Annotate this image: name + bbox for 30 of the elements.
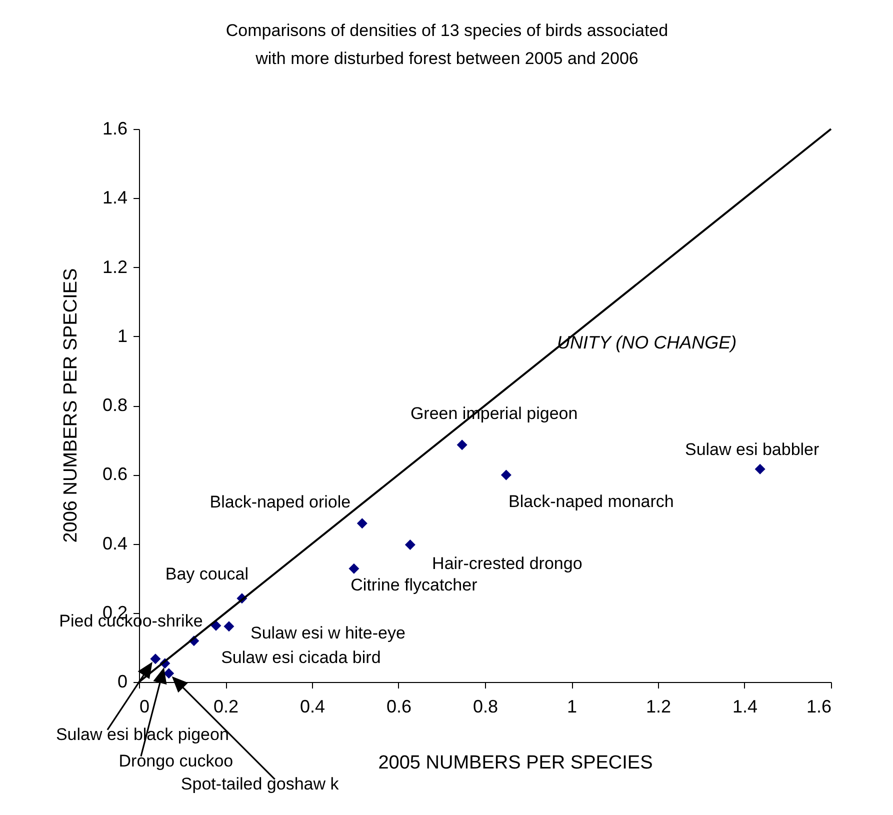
y-axis-title: 2006 NUMBERS PER SPECIES: [60, 268, 82, 543]
x-tick-label: 1.6: [806, 696, 832, 716]
annotation: Sulaw esi cicada bird: [221, 648, 381, 667]
x-tick-label: 0: [140, 696, 150, 716]
annotation: Hair-crested drongo: [432, 554, 582, 573]
annotation: Sulaw esi babbler: [684, 440, 820, 460]
y-tick-label: 1.4: [102, 188, 128, 208]
x-tick-label: 0.8: [472, 696, 498, 716]
annotation: Bay coucal: [165, 564, 249, 584]
annotation: Sulaw esi w hite-eye: [250, 623, 406, 642]
x-tick-label: 0.4: [300, 696, 326, 716]
x-tick-label: 0.6: [386, 696, 412, 716]
y-tick-label: 0.8: [102, 395, 128, 415]
y-tick-label: 0: [117, 672, 128, 692]
x-tick-label: 1: [566, 696, 578, 716]
annotation: Citrine flycatcher: [350, 576, 478, 595]
x-tick-label: 1.2: [646, 696, 672, 716]
x-axis-title: 2005 NUMBERS PER SPECIES: [378, 752, 653, 774]
text: Spot-tailed goshaw k: [180, 774, 340, 794]
annotation: Black-naped monarch: [508, 492, 674, 511]
chart-title: Comparisons of densities of 13 species of birds associated with more disturbed forest between 2005 and 2006: [226, 21, 668, 68]
y-tick-label: 1.2: [102, 256, 128, 277]
text: Drongo cuckoo: [118, 751, 234, 770]
y-tick-label: 1.6: [102, 118, 128, 138]
y-tick-label: 0.6: [102, 464, 128, 484]
y-tick-label: 0.4: [102, 533, 128, 554]
x-tick-label: 1.4: [732, 696, 758, 716]
annotation: Black-naped oriole: [210, 492, 351, 512]
x-tick-label: 0.2: [213, 696, 239, 716]
y-tick-label: 1: [117, 326, 128, 346]
